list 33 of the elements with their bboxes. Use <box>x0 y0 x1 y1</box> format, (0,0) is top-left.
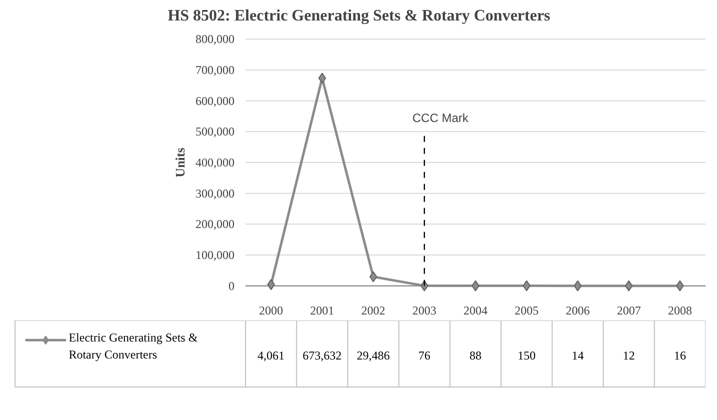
data-label: 14 <box>572 348 584 362</box>
data-label: 16 <box>674 348 686 362</box>
y-tick-label: 700,000 <box>196 63 234 78</box>
y-tick-label: 400,000 <box>196 156 234 170</box>
x-tick-label: 2005 <box>514 304 539 318</box>
data-label: 150 <box>518 348 536 362</box>
y-tick-label: 100,000 <box>196 248 234 262</box>
y-tick-label: 600,000 <box>196 94 234 108</box>
x-tick-label: 2003 <box>412 304 436 318</box>
x-tick-label: 2002 <box>361 304 386 318</box>
data-label: 4,061 <box>258 348 285 362</box>
data-label: 29,486 <box>356 348 390 362</box>
y-tick-label: 500,000 <box>196 124 234 139</box>
data-label: 88 <box>470 348 482 362</box>
x-tick-label: 2004 <box>464 304 488 318</box>
y-tick-label: 800,000 <box>196 32 234 46</box>
x-tick-label: 2000 <box>259 304 284 318</box>
y-tick-label: 300,000 <box>196 186 234 200</box>
x-tick-label: 2007 <box>616 304 641 318</box>
data-label: 12 <box>622 348 635 362</box>
x-tick-label: 2001 <box>310 304 334 318</box>
legend-label: Electric Generating Sets & Rotary Converters <box>68 330 198 362</box>
x-tick-label: 2006 <box>566 304 590 318</box>
data-label: 76 <box>418 348 430 362</box>
point <box>574 280 582 292</box>
y-axis-title: Units <box>172 148 188 178</box>
y-tick-label: 0 <box>228 278 234 293</box>
data-label: 673,632 <box>302 348 342 362</box>
chart-title: HS 8502: Electric Generating Sets & Rotary Converters <box>168 8 550 24</box>
ref-line-label: CCC Mark <box>412 110 470 125</box>
y-tick-label: 200,000 <box>196 217 234 232</box>
x-tick-label: 2008 <box>668 304 692 318</box>
point <box>369 271 378 282</box>
